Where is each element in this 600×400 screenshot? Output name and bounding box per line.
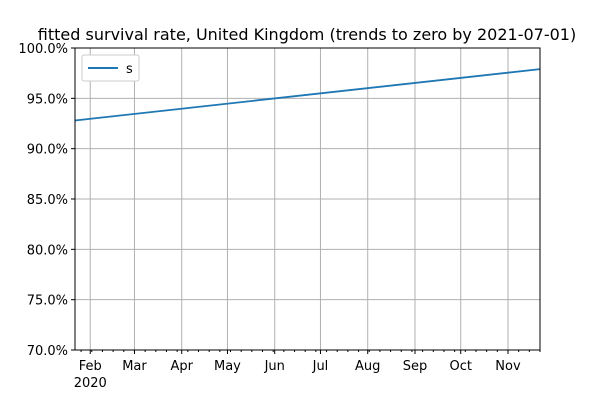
x-year-label: 2020 [74,376,107,391]
y-tick-label: 75.0% [27,294,68,309]
y-tick-label: 80.0% [27,243,68,258]
y-tick-label: 95.0% [27,92,68,107]
y-tick-label: 85.0% [27,193,68,208]
x-tick-label: Apr [170,359,193,374]
x-tick-label: Nov [495,359,521,374]
x-tick-label: Jul [312,359,329,374]
x-tick-label: Sep [403,359,428,374]
x-tick-label: Oct [449,359,471,374]
legend-label: s [126,62,133,77]
series-line [74,68,541,122]
y-tick-label: 70.0% [27,344,68,359]
chart-title: fitted survival rate, United Kingdom (tr… [38,25,576,44]
x-tick-label: Feb [79,359,102,374]
series-layer [74,68,541,122]
x-tick-label: Jun [264,359,285,374]
y-tick-label: 90.0% [27,143,68,158]
x-tick-label: May [214,359,241,374]
grid [75,47,540,351]
axes: 70.0% 75.0% 80.0% 85.0% 90.0% 95.0% 100.0% Feb M… [18,42,541,391]
x-tick-label: Aug [355,359,380,374]
y-tick-label: 100.0% [18,42,68,57]
legend: s [81,54,140,82]
x-tick-label: Mar [122,359,147,374]
